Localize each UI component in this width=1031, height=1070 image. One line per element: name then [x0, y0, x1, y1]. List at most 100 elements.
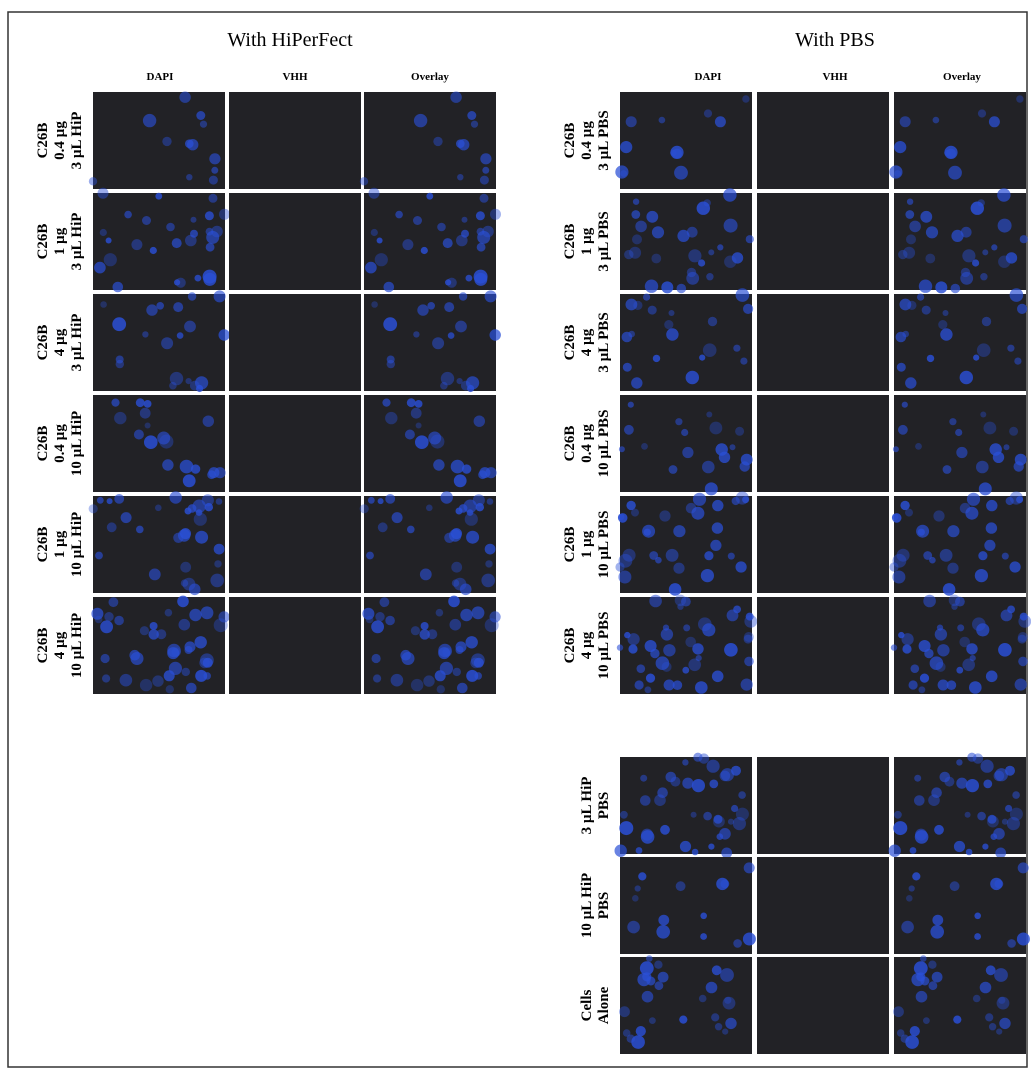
- nucleus: [993, 828, 1005, 840]
- nucleus: [744, 862, 755, 873]
- row-label: 3 µL HiP: [69, 112, 85, 170]
- nucleus: [708, 844, 714, 850]
- nucleus: [716, 878, 728, 890]
- nucleus: [1016, 496, 1023, 503]
- nucleus: [624, 425, 634, 435]
- nucleus: [480, 176, 489, 185]
- nucleus: [411, 408, 422, 419]
- nucleus: [136, 398, 145, 407]
- row-label: 10 µL HiP: [69, 613, 85, 678]
- row-label: C26B: [562, 325, 578, 361]
- micrograph: [619, 955, 752, 1054]
- row-label: 0.4 µg: [579, 121, 595, 160]
- nucleus: [933, 510, 944, 521]
- nucleus: [998, 219, 1012, 233]
- nucleus: [732, 252, 743, 263]
- nucleus: [744, 635, 753, 644]
- nucleus: [421, 247, 428, 254]
- nucleus: [693, 753, 702, 762]
- nucleus: [140, 626, 149, 635]
- micrograph: [620, 288, 753, 391]
- row-label: 3 µL PBS: [596, 110, 612, 170]
- row-label: C26B: [35, 426, 51, 462]
- nucleus: [724, 219, 738, 233]
- nucleus: [675, 418, 682, 425]
- nucleus: [922, 306, 931, 315]
- nucleus: [183, 474, 196, 487]
- nucleus: [219, 329, 230, 340]
- nucleus: [933, 117, 940, 124]
- nucleus: [466, 531, 479, 544]
- nucleus: [203, 416, 214, 427]
- panel-bg: [93, 92, 225, 189]
- nucleus: [910, 1026, 920, 1036]
- nucleus: [1005, 766, 1015, 776]
- nucleus: [1018, 657, 1028, 667]
- nucleus: [934, 825, 944, 835]
- nucleus: [673, 680, 683, 690]
- nucleus: [622, 332, 633, 343]
- nucleus: [637, 664, 646, 673]
- row-label: 1 µg: [579, 227, 595, 255]
- nucleus: [956, 447, 967, 458]
- nucleus: [991, 244, 997, 250]
- nucleus: [203, 270, 217, 284]
- row-label: 10 µL PBS: [596, 410, 612, 478]
- micrograph: [360, 92, 496, 190]
- nucleus: [432, 337, 444, 349]
- nucleus: [375, 612, 384, 621]
- nucleus: [206, 243, 215, 252]
- nucleus: [615, 165, 628, 178]
- nucleus: [960, 272, 973, 285]
- nucleus: [983, 780, 992, 789]
- nucleus: [981, 760, 994, 773]
- nucleus: [926, 226, 938, 238]
- nucleus: [679, 1016, 687, 1024]
- nucleus: [474, 672, 482, 680]
- nucleus: [640, 795, 651, 806]
- nucleus: [651, 254, 661, 264]
- nucleus: [673, 563, 684, 574]
- nucleus: [89, 504, 98, 513]
- nucleus: [161, 337, 173, 349]
- nucleus: [1017, 933, 1030, 946]
- micrograph: [757, 193, 889, 290]
- nucleus: [206, 228, 214, 236]
- nucleus: [460, 609, 472, 621]
- nucleus: [956, 759, 962, 765]
- nucleus: [195, 531, 208, 544]
- nucleus: [114, 412, 126, 424]
- nucleus: [986, 500, 997, 511]
- nucleus: [712, 965, 722, 975]
- nucleus: [648, 306, 657, 315]
- nucleus: [713, 816, 725, 828]
- nucleus: [967, 493, 980, 506]
- nucleus: [365, 262, 377, 274]
- nucleus: [984, 422, 997, 435]
- nucleus: [219, 209, 230, 220]
- nucleus: [919, 686, 926, 693]
- nucleus: [140, 408, 151, 419]
- nucleus: [209, 194, 218, 203]
- nucleus: [490, 209, 501, 220]
- nucleus: [184, 321, 196, 333]
- nucleus: [196, 111, 205, 120]
- nucleus: [989, 1023, 996, 1030]
- nucleus: [892, 571, 905, 584]
- nucleus: [704, 551, 713, 560]
- nucleus: [670, 150, 676, 156]
- nucleus: [965, 812, 971, 818]
- nucleus: [914, 775, 921, 782]
- nucleus: [889, 165, 902, 178]
- row-label: 1 µg: [52, 530, 68, 558]
- nucleus: [894, 811, 902, 819]
- row-label: C26B: [562, 628, 578, 664]
- micrograph: [89, 491, 225, 595]
- nucleus: [453, 668, 461, 676]
- nucleus: [905, 210, 914, 219]
- nucleus: [636, 847, 643, 854]
- nucleus: [691, 812, 697, 818]
- nucleus: [619, 821, 633, 835]
- nucleus: [938, 320, 947, 329]
- nucleus: [635, 680, 644, 689]
